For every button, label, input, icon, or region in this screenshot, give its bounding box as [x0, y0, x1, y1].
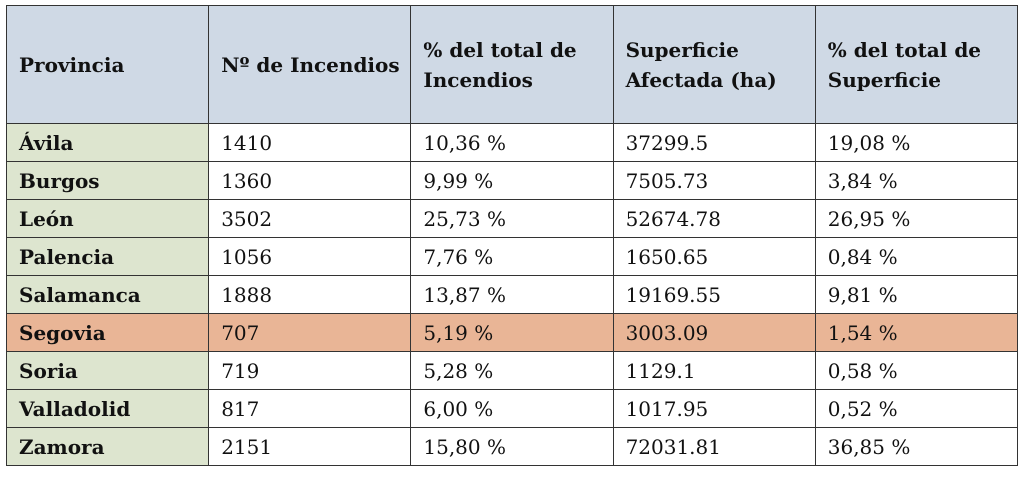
province-cell: León	[5, 199, 210, 238]
value-cell: 817	[208, 389, 412, 428]
value-cell: 72031.81	[612, 427, 816, 466]
province-cell: Soria	[5, 351, 210, 390]
value-cell: 0,52 %	[814, 389, 1019, 428]
table-row: Palencia 1056 7,76 % 1650.65 0,84 %	[5, 237, 1019, 276]
value-cell: 0,84 %	[814, 237, 1019, 276]
value-cell: 9,81 %	[814, 275, 1019, 314]
value-cell: 719	[208, 351, 412, 390]
province-cell: Segovia	[5, 313, 210, 352]
value-cell: 1,54 %	[814, 313, 1019, 352]
value-cell: 3003.09	[612, 313, 816, 352]
table-row: Soria 719 5,28 % 1129.1 0,58 %	[5, 351, 1019, 390]
header-cell: Provincia	[5, 5, 210, 124]
value-cell: 19169.55	[612, 275, 816, 314]
table-row: Ávila 1410 10,36 % 37299.5 19,08 %	[5, 123, 1019, 162]
province-cell: Ávila	[5, 123, 210, 162]
province-cell: Palencia	[5, 237, 210, 276]
value-cell: 1056	[208, 237, 412, 276]
value-cell: 5,28 %	[410, 351, 614, 390]
value-cell: 19,08 %	[814, 123, 1019, 162]
table-row: Zamora 2151 15,80 % 72031.81 36,85 %	[5, 427, 1019, 466]
value-cell: 37299.5	[612, 123, 816, 162]
header-cell: Superficie Afectada (ha)	[612, 5, 816, 124]
value-cell: 6,00 %	[410, 389, 614, 428]
value-cell: 3,84 %	[814, 161, 1019, 200]
value-cell: 9,99 %	[410, 161, 614, 200]
province-cell: Valladolid	[5, 389, 210, 428]
value-cell: 3502	[208, 199, 412, 238]
table-row: Salamanca 1888 13,87 % 19169.55 9,81 %	[5, 275, 1019, 314]
table-body: Ávila 1410 10,36 % 37299.5 19,08 % Burgos 1360…	[5, 123, 1019, 466]
value-cell: 10,36 %	[410, 123, 614, 162]
province-cell: Burgos	[5, 161, 210, 200]
header-cell: % del total de Superficie	[814, 5, 1019, 124]
value-cell: 7,76 %	[410, 237, 614, 276]
value-cell: 36,85 %	[814, 427, 1019, 466]
value-cell: 15,80 %	[410, 427, 614, 466]
value-cell: 2151	[208, 427, 412, 466]
value-cell: 13,87 %	[410, 275, 614, 314]
value-cell: 7505.73	[612, 161, 816, 200]
province-cell: Salamanca	[5, 275, 210, 314]
value-cell: 52674.78	[612, 199, 816, 238]
header-row: Provincia Nº de Incendios% del total de I…	[5, 5, 1019, 124]
value-cell: 5,19 %	[410, 313, 614, 352]
value-cell: 0,58 %	[814, 351, 1019, 390]
table-row: León 3502 25,73 % 52674.78 26,95 %	[5, 199, 1019, 238]
table-row: Burgos 1360 9,99 % 7505.73 3,84 %	[5, 161, 1019, 200]
value-cell: 1410	[208, 123, 412, 162]
value-cell: 707	[208, 313, 412, 352]
table-row: Segovia 707 5,19 % 3003.09 1,54 %	[5, 313, 1019, 352]
fires-table: Provincia Nº de Incendios% del total de I…	[5, 5, 1019, 466]
province-cell: Zamora	[5, 427, 210, 466]
header-cell: Nº de Incendios	[208, 5, 412, 124]
value-cell: 1650.65	[612, 237, 816, 276]
value-cell: 1129.1	[612, 351, 816, 390]
value-cell: 26,95 %	[814, 199, 1019, 238]
value-cell: 1888	[208, 275, 412, 314]
value-cell: 1017.95	[612, 389, 816, 428]
value-cell: 1360	[208, 161, 412, 200]
header-cell: % del total de Incendios	[410, 5, 614, 124]
table-row: Valladolid 817 6,00 % 1017.95 0,52 %	[5, 389, 1019, 428]
value-cell: 25,73 %	[410, 199, 614, 238]
